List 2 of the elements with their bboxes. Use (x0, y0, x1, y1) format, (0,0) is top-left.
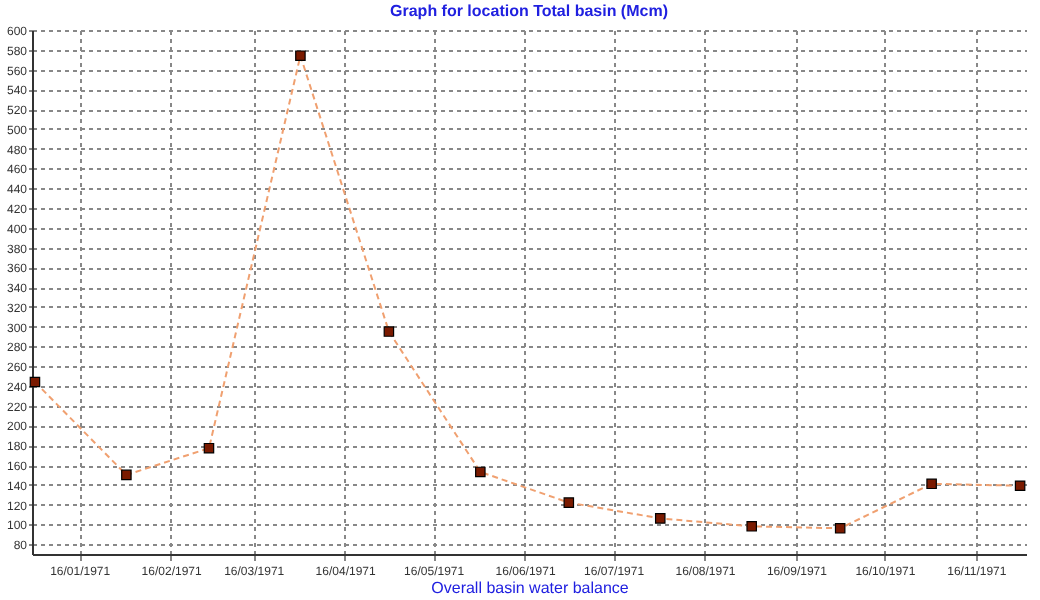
x-axis-title: Overall basin water balance (431, 579, 630, 597)
chart-title: Graph for location Total basin (Mcm) (390, 2, 669, 20)
